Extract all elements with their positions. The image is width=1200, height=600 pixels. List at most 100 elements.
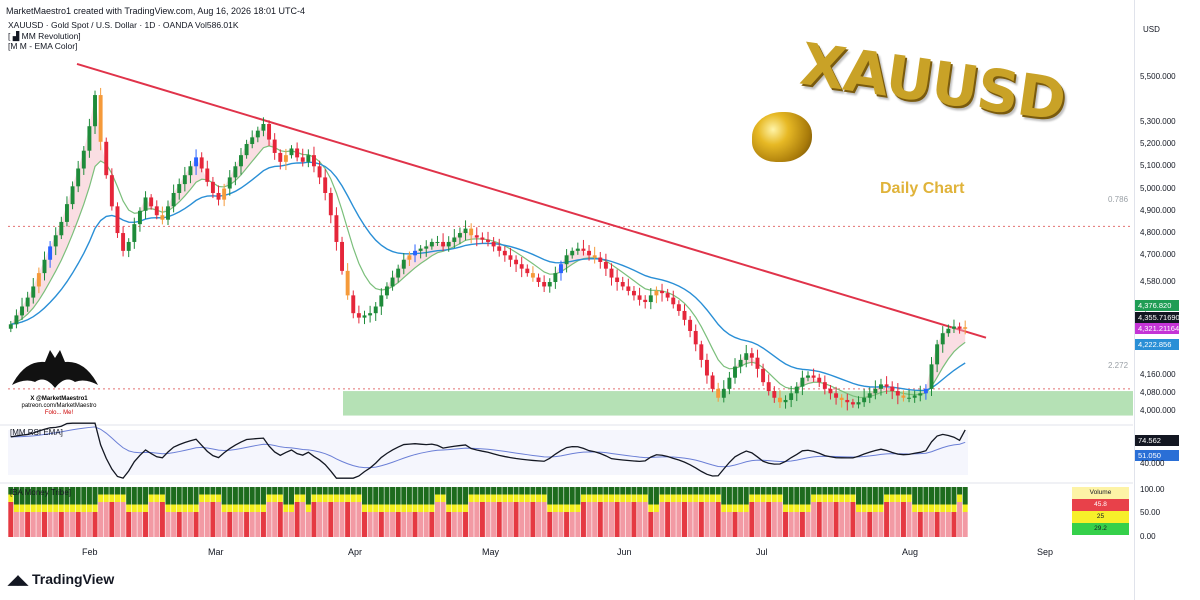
indicator-mm-revolution[interactable]: [ ▟ MM Revolution] [8, 30, 81, 41]
money-bar-yellow [47, 504, 53, 512]
money-bar-red [524, 502, 530, 537]
money-bar-red [569, 512, 575, 537]
money-bar-red [541, 502, 547, 537]
money-tribe-label[interactable]: [BA Money Tribe] [10, 488, 71, 497]
candle [457, 227, 462, 245]
candle [648, 288, 653, 310]
money-bar-green [738, 487, 744, 505]
trendline-layer[interactable] [76, 62, 987, 339]
candle-body [704, 359, 709, 376]
money-bar-green [945, 487, 951, 505]
rsi-label[interactable]: [MM RSI EMA] [10, 428, 63, 437]
candle [334, 207, 339, 251]
candle-body [222, 188, 227, 200]
money-bar-green [524, 487, 530, 495]
candle-body [553, 273, 558, 283]
money-bar-red [333, 502, 339, 537]
candle-body [772, 391, 777, 398]
ema-slow-line [10, 161, 966, 392]
candle-body [570, 250, 575, 256]
currency-label[interactable]: USD [1143, 25, 1160, 34]
money-bar-green [541, 487, 547, 495]
price-tick-label: 4,160.000 [1140, 370, 1176, 380]
money-bar-yellow [507, 494, 513, 502]
candle [368, 305, 373, 323]
candle-body [862, 397, 867, 403]
money-bar-green [328, 487, 334, 495]
rsi-value-tag: 74.562 [1135, 435, 1179, 446]
money-bar-red [227, 512, 233, 537]
candle [154, 200, 159, 220]
money-bar-red [580, 502, 586, 537]
money-bar-red [513, 502, 519, 537]
candle [390, 270, 395, 291]
money-bar-yellow [771, 494, 777, 502]
money-bar-red [726, 512, 732, 537]
money-bar-yellow [204, 494, 210, 502]
money-bar-green [670, 487, 676, 495]
money-bar-yellow [951, 504, 957, 512]
money-bar-yellow [339, 494, 345, 502]
money-bar-red [788, 512, 794, 537]
money-bar-yellow [283, 504, 289, 512]
money-bar-yellow [743, 504, 749, 512]
money-bar-yellow [552, 504, 558, 512]
candle-body [401, 259, 406, 269]
money-bar-yellow [580, 494, 586, 502]
money-bar-green [25, 487, 31, 505]
money-bar-red [715, 502, 721, 537]
money-bar-red [485, 502, 491, 537]
money-bar-yellow [171, 504, 177, 512]
candle [873, 380, 878, 400]
tradingview-logo[interactable]: ◢◣ TradingView [8, 571, 114, 588]
candle-body [632, 290, 636, 296]
candle [143, 191, 148, 220]
candle [727, 371, 732, 395]
candle-body [345, 270, 350, 296]
money-bar-yellow [176, 504, 182, 512]
candle-body [64, 204, 69, 222]
money-bar-red [36, 512, 42, 537]
candle-body [620, 282, 625, 287]
candle-body [884, 384, 889, 387]
candle [620, 276, 625, 291]
candle-body [918, 393, 923, 396]
candle-body [59, 221, 64, 236]
money-bar-yellow [962, 504, 968, 512]
money-bar-red [552, 512, 558, 537]
money-bar-red [917, 512, 923, 537]
money-bar-green [36, 487, 42, 505]
candle [289, 145, 294, 159]
price-chart[interactable] [0, 0, 1134, 600]
candle [609, 263, 614, 286]
candle [738, 354, 743, 374]
candle-body [963, 327, 968, 329]
money-bar-red [749, 502, 755, 537]
candle [789, 385, 794, 408]
candle [766, 374, 771, 396]
money-bar-yellow [305, 504, 311, 512]
candle-body [160, 215, 165, 220]
candle-body [25, 297, 30, 307]
money-bar-green [704, 487, 710, 495]
price-tag: 4,355.716905 [1135, 312, 1184, 323]
money-bar-red [30, 512, 36, 537]
money-bar-green [131, 487, 137, 505]
candle [396, 264, 401, 283]
symbol-line[interactable]: XAUUSD · Gold Spot / U.S. Dollar · 1D · … [8, 20, 239, 30]
candle-body [559, 264, 563, 274]
candle-body [177, 184, 182, 193]
money-bar-yellow [945, 504, 951, 512]
candles-layer [8, 87, 968, 411]
money-bar-red [771, 502, 777, 537]
author-line3: Folo... Me! [44, 410, 74, 416]
candle [452, 229, 457, 248]
indicator-ema-color[interactable]: [M M - EMA Color] [8, 41, 78, 51]
money-bar-green [244, 487, 250, 505]
money-bar-green [266, 487, 272, 495]
money-bar-green [64, 487, 70, 505]
money-bar-green [283, 487, 289, 505]
money-bar-green [384, 487, 390, 505]
candle-body [340, 241, 344, 271]
candle [615, 269, 620, 291]
